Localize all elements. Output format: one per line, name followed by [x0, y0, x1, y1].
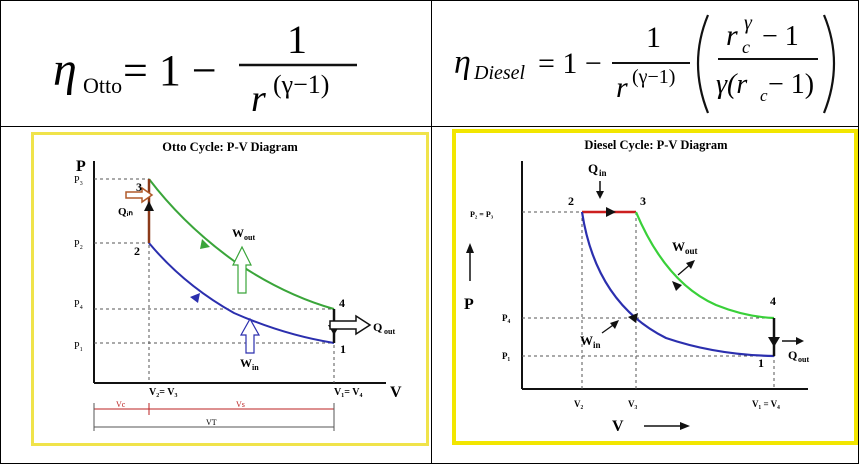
otto-win-label: W — [240, 356, 252, 370]
diesel-paren-denominator: γ(r — [716, 69, 747, 100]
diesel-right-paren — [822, 14, 836, 114]
otto-diagram-frame: Otto Cycle: P-V Diagram P V P₃ P₂ P₄ P₁ — [31, 132, 429, 446]
diesel-wout-subscript: out — [685, 246, 698, 256]
otto-vt-label: VT — [206, 418, 217, 427]
diesel-eta-subscript: Diesel — [473, 62, 526, 84]
otto-wout-subscript: out — [244, 233, 255, 242]
otto-point-1: 1 — [340, 342, 346, 356]
otto-point-2: 2 — [134, 244, 140, 258]
diesel-qin-label: Q — [588, 161, 598, 176]
otto-vc-label: Vc — [116, 400, 126, 409]
diesel-numerator: 1 — [646, 21, 661, 54]
otto-v1v4-label: V₁= V₄ — [334, 387, 362, 398]
otto-qout-subscript: out — [384, 327, 395, 336]
otto-heat-arrow-head — [144, 201, 154, 211]
diesel-qin-arrow-head — [596, 191, 604, 199]
diesel-wout-label: W — [672, 239, 685, 254]
otto-qout-arrow — [329, 314, 372, 336]
diesel-qin-subscript: in — [599, 168, 607, 178]
diesel-wout-arrow-head — [686, 260, 695, 269]
otto-expansion-curve — [148, 178, 335, 310]
diesel-paren-numerator-superscript: γ — [744, 12, 753, 34]
diesel-qout-label: Q — [788, 348, 797, 362]
diesel-diagram-frame: Diesel Cycle: P-V Diagram P V — [452, 129, 858, 445]
diesel-paren-numerator-r: r — [726, 19, 738, 52]
diesel-p-arrow-head — [466, 243, 474, 253]
otto-point-4: 4 — [339, 296, 345, 310]
otto-eta: η — [53, 43, 77, 96]
diesel-qout-subscript: out — [798, 355, 809, 364]
diesel-paren-numerator-subscript: c — [742, 37, 750, 57]
otto-p1-label: P₁ — [74, 341, 83, 352]
otto-point-3: 3 — [136, 180, 142, 194]
diesel-p4-label: P₄ — [502, 313, 510, 323]
otto-wout-label: W — [232, 226, 244, 240]
diesel-denominator-exponent: (γ−1) — [632, 66, 675, 88]
diesel-denominator-r: r — [616, 71, 628, 104]
diesel-heat-add-arrow — [606, 207, 616, 217]
otto-p3-label: P₃ — [74, 175, 83, 186]
diesel-v3-label: V₃ — [628, 399, 637, 409]
otto-win-arrow — [239, 317, 261, 354]
otto-expansion-arrow — [200, 239, 210, 249]
diesel-diagram-cell: Diesel Cycle: P-V Diagram P V — [431, 126, 859, 464]
diesel-compression-arrow — [628, 313, 638, 323]
otto-diagram-title: Otto Cycle: P-V Diagram — [162, 140, 298, 154]
diesel-v2-label: V₂ — [574, 399, 583, 409]
diesel-paren-denominator-subscript: c — [760, 86, 768, 105]
otto-numerator: 1 — [287, 17, 307, 62]
otto-v2v3-label: V₂= V₃ — [149, 387, 177, 398]
diesel-equals-one-minus: = 1 − — [538, 47, 602, 80]
otto-pv-diagram: Otto Cycle: P-V Diagram P V P₃ P₂ P₄ P₁ — [74, 140, 402, 431]
diesel-left-paren — [696, 14, 710, 114]
diesel-rejection-arrow-head — [768, 337, 780, 347]
otto-qout-label: Q — [373, 320, 382, 334]
otto-p4-label: P₄ — [74, 299, 84, 310]
diesel-point-3: 3 — [640, 194, 646, 208]
otto-p-axis-label: P — [76, 158, 86, 175]
otto-wout-arrow — [232, 245, 252, 294]
diesel-win-arrow-head — [610, 320, 619, 329]
diesel-compression-curve — [580, 211, 775, 358]
otto-v-axis-label: V — [390, 384, 402, 401]
diesel-pv-diagram: Diesel Cycle: P-V Diagram P V — [464, 138, 809, 435]
diesel-point-1: 1 — [758, 356, 764, 370]
diesel-p1-label: P₁ — [502, 351, 510, 361]
diesel-point-2: 2 — [568, 194, 574, 208]
otto-equals-one-minus: = 1 − — [123, 46, 217, 95]
diesel-expansion-curve — [634, 211, 775, 320]
otto-compression-curve — [148, 242, 335, 344]
diesel-p23-label: P₂ = P₃ — [470, 210, 494, 219]
diesel-formula-cell: η Diesel = 1 − 1 r (γ−1) r c γ − 1 γ(r c… — [431, 0, 859, 127]
diesel-expansion-arrow — [672, 281, 682, 291]
otto-qin-label: Qᵢₙ — [118, 206, 134, 218]
diesel-qout-arrow-head — [796, 337, 804, 345]
otto-denominator-exponent: (γ−1) — [273, 70, 329, 99]
otto-eta-subscript: Otto — [83, 73, 122, 98]
diesel-point-4: 4 — [770, 294, 776, 308]
diesel-p-axis-label: P — [464, 296, 474, 313]
diesel-diagram-title: Diesel Cycle: P-V Diagram — [584, 138, 728, 152]
diesel-win-subscript: in — [593, 340, 601, 350]
otto-formula-cell: η Otto = 1 − 1 r (γ−1) — [0, 0, 432, 127]
diesel-win-label: W — [580, 333, 593, 348]
otto-p2-label: P₂ — [74, 239, 83, 250]
diesel-eta: η — [454, 44, 471, 81]
otto-qin-arrow — [125, 186, 154, 204]
otto-vs-label: Vs — [236, 400, 245, 409]
otto-denominator-r: r — [251, 78, 266, 120]
diesel-v-arrow-head — [680, 422, 690, 430]
otto-diagram-cell: Otto Cycle: P-V Diagram P V P₃ P₂ P₄ P₁ — [0, 126, 432, 464]
otto-efficiency-formula: η Otto = 1 − 1 r (γ−1) — [53, 17, 357, 120]
diesel-v1v4-label: V₁ = V₄ — [752, 399, 780, 409]
diesel-efficiency-formula: η Diesel = 1 − 1 r (γ−1) r c γ − 1 γ(r c… — [454, 12, 836, 114]
otto-win-subscript: in — [252, 363, 259, 372]
otto-compression-arrow — [190, 293, 200, 303]
diesel-paren-numerator-tail: − 1 — [762, 21, 799, 52]
diesel-v-axis-label: V — [612, 418, 624, 435]
diesel-paren-denominator-tail: − 1) — [768, 69, 814, 100]
